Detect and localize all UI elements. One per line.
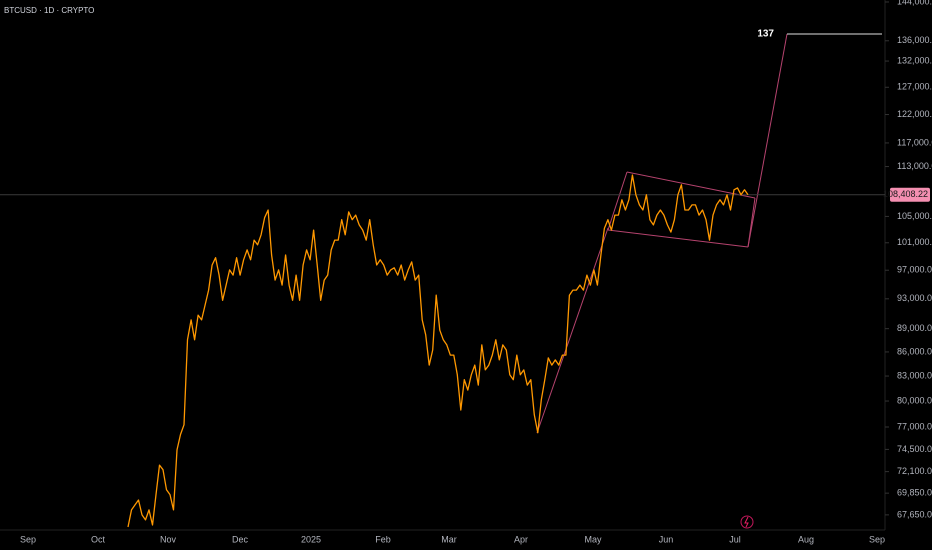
- channel-left: [607, 171, 628, 231]
- y-tick-label: 80,000.00: [897, 395, 932, 405]
- y-tick-label: 72,100.00: [897, 466, 932, 476]
- x-tick-label: 2025: [301, 534, 321, 544]
- x-tick-label: Feb: [375, 534, 391, 544]
- x-tick-label: Apr: [514, 534, 528, 544]
- y-tick-label: 144,000.00: [897, 0, 932, 6]
- y-tick-label: 122,000.00: [897, 109, 932, 119]
- target-line: [747, 33, 788, 248]
- x-tick-label: Nov: [160, 534, 177, 544]
- y-tick-label: 113,000.00: [897, 161, 932, 171]
- y-tick-label: 77,000.00: [897, 421, 932, 431]
- y-tick-label: 86,000.00: [897, 346, 932, 356]
- x-tick-label: Jun: [659, 534, 674, 544]
- last-price-label: 108,408.22: [883, 189, 928, 199]
- x-tick-label: May: [584, 534, 602, 544]
- target-label: 137: [757, 29, 774, 40]
- y-tick-label: 67,650.00: [897, 509, 932, 519]
- y-tick-label: 136,000.00: [897, 35, 932, 45]
- x-tick-label: Jul: [729, 534, 741, 544]
- y-tick-label: 93,000.00: [897, 293, 932, 303]
- last-price-box: [890, 187, 930, 202]
- y-tick-label: 69,850.00: [897, 488, 932, 498]
- y-tick-label: 132,000.00: [897, 55, 932, 65]
- y-tick-label: 89,000.00: [897, 323, 932, 333]
- lightning-icon[interactable]: [740, 515, 754, 529]
- x-tick-label: Sep: [869, 534, 885, 544]
- y-tick-label: 74,500.00: [897, 444, 932, 454]
- x-tick-label: Mar: [441, 534, 457, 544]
- x-tick-label: Aug: [798, 534, 814, 544]
- y-tick-label: 83,000.00: [897, 370, 932, 380]
- x-tick-label: Dec: [232, 534, 249, 544]
- price-line: [127, 174, 749, 528]
- pole-line: [536, 227, 609, 434]
- y-tick-label: 97,000.00: [897, 265, 932, 275]
- symbol-title: BTCUSD · 1D · CRYPTO: [4, 6, 94, 15]
- x-tick-label: Sep: [20, 534, 36, 544]
- y-tick-label: 101,000.00: [897, 237, 932, 247]
- y-tick-label: 105,000.00: [897, 211, 932, 221]
- y-tick-label: 117,000.00: [897, 137, 932, 147]
- y-tick-label: 127,000.00: [897, 82, 932, 92]
- x-tick-label: Oct: [91, 534, 106, 544]
- channel-lower: [607, 229, 749, 248]
